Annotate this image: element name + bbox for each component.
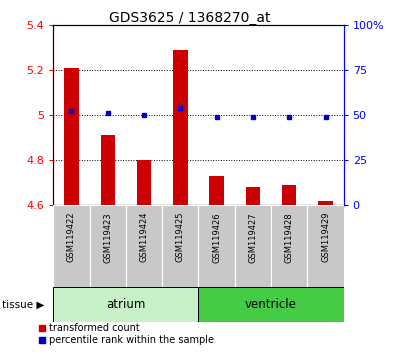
Text: GSM119423: GSM119423 (103, 212, 112, 263)
Bar (318, 201, 333, 205)
Bar (199, 287, 344, 322)
Bar (126, 205, 162, 289)
Text: ventricle: ventricle (245, 298, 297, 311)
Text: GSM119429: GSM119429 (321, 212, 330, 262)
Text: GSM119427: GSM119427 (248, 212, 258, 263)
Text: GSM119428: GSM119428 (285, 212, 294, 263)
Bar (162, 205, 199, 289)
Bar (90, 205, 126, 289)
Text: atrium: atrium (106, 298, 146, 311)
Text: GSM119425: GSM119425 (176, 212, 185, 262)
Legend: transformed count, percentile rank within the sample: transformed count, percentile rank withi… (38, 324, 214, 345)
Text: tissue ▶: tissue ▶ (2, 299, 44, 309)
Bar (246, 187, 260, 205)
Bar (100, 135, 115, 205)
Bar (307, 205, 344, 289)
Text: GSM119426: GSM119426 (212, 212, 221, 263)
Bar (282, 185, 297, 205)
Bar (209, 176, 224, 205)
Bar (53, 205, 90, 289)
Bar (137, 160, 151, 205)
Bar (53, 287, 199, 322)
Bar (173, 50, 188, 205)
Bar (235, 205, 271, 289)
Text: GSM119422: GSM119422 (67, 212, 76, 262)
Bar (64, 68, 79, 205)
Text: GDS3625 / 1368270_at: GDS3625 / 1368270_at (109, 11, 270, 25)
Bar (271, 205, 307, 289)
Bar (199, 205, 235, 289)
Text: GSM119424: GSM119424 (139, 212, 149, 262)
